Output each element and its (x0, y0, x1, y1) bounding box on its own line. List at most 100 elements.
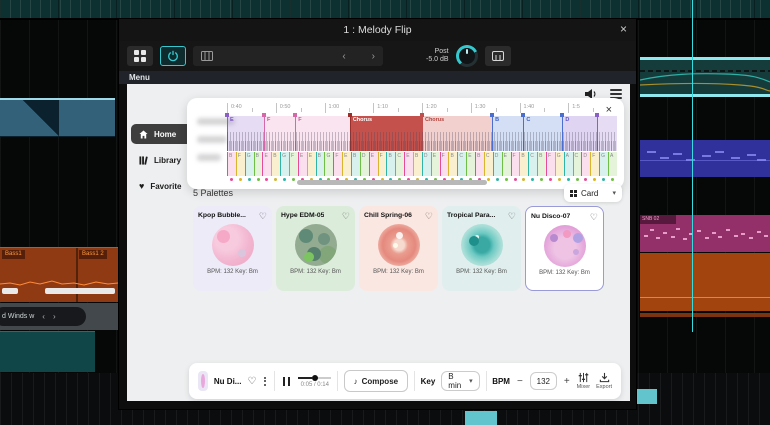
chord-cell[interactable]: B (351, 152, 360, 181)
mixer-button[interactable]: Mixer (577, 372, 590, 390)
favorite-heart-icon[interactable]: ♡ (341, 211, 350, 221)
chord-cell[interactable]: F (333, 152, 343, 181)
chord-cell[interactable]: B (227, 152, 236, 181)
chord-cell[interactable]: E (430, 152, 440, 181)
gain-knob[interactable] (455, 45, 478, 67)
chord-cell[interactable]: B (315, 152, 325, 181)
chord-cell[interactable]: D (581, 152, 591, 181)
bypass-power-button[interactable] (160, 46, 186, 66)
timeline-section[interactable]: F (293, 113, 350, 151)
chord-cell[interactable]: B (537, 152, 546, 181)
timeline-scrollbar-thumb[interactable] (297, 180, 487, 185)
automation-track[interactable] (639, 57, 770, 97)
timeline-section[interactable]: Chorus (419, 113, 493, 151)
chord-cell[interactable]: E (466, 152, 476, 181)
chord-cell[interactable]: F (439, 152, 449, 181)
chord-cell[interactable]: C (457, 152, 467, 181)
key-dropdown[interactable]: B min ▾ (441, 371, 480, 391)
chord-cell[interactable]: E (306, 152, 316, 181)
pause-button[interactable] (281, 376, 293, 386)
favorite-heart-icon[interactable]: ♡ (589, 212, 598, 222)
chord-cell[interactable]: D (492, 152, 502, 181)
chord-cell[interactable]: B (519, 152, 529, 181)
daw-timeline-ruler[interactable] (0, 0, 770, 20)
preset-selector[interactable]: ‹ › (193, 46, 383, 66)
chord-cell[interactable]: G (244, 152, 254, 181)
midi-clip-magenta[interactable]: SNB 02 (640, 215, 770, 252)
favorite-heart-icon[interactable]: ♡ (507, 211, 516, 221)
chord-cell[interactable]: C (528, 152, 538, 181)
preset-prev-button[interactable]: ‹ (42, 312, 45, 321)
timeline-section[interactable]: F (262, 113, 296, 151)
close-window-button[interactable]: × (619, 22, 627, 36)
chord-cell[interactable]: F (510, 152, 520, 181)
chord-cell[interactable]: G (599, 152, 608, 181)
chord-cell[interactable]: F (590, 152, 600, 181)
preset-next-button[interactable]: › (371, 50, 375, 62)
chord-cell[interactable]: E (297, 152, 307, 181)
view-mode-selector[interactable]: Card ▾ (564, 184, 622, 202)
chord-cell[interactable]: G (280, 152, 290, 181)
more-options-icon[interactable] (262, 376, 268, 386)
favorite-heart-icon[interactable]: ♡ (247, 375, 257, 387)
layout-grid-button[interactable] (127, 46, 153, 66)
chord-cell[interactable]: E (368, 152, 378, 181)
preset-prev-button[interactable]: ‹ (342, 50, 346, 62)
chord-cell[interactable]: F (377, 152, 387, 181)
chord-cell[interactable]: E (342, 152, 352, 181)
menu-bar[interactable]: Menu (119, 71, 636, 84)
palette-card[interactable]: Hype EDM-05 ♡ BPM: 132 Key: Bm (276, 206, 355, 291)
chord-cell[interactable]: B (386, 152, 396, 181)
chord-cell[interactable]: C (395, 152, 405, 181)
favorite-heart-icon[interactable]: ♡ (424, 211, 433, 221)
midi-note[interactable] (633, 389, 657, 404)
chord-cell[interactable]: F (545, 152, 555, 181)
chord-cell[interactable]: A (607, 152, 617, 181)
chord-cell[interactable]: D (359, 152, 369, 181)
palette-card[interactable]: Kpop Bubble... ♡ BPM: 132 Key: Bm (193, 206, 272, 291)
chord-cell[interactable]: B (253, 152, 263, 181)
timeline-section[interactable] (595, 113, 617, 151)
bpm-increase-button[interactable]: + (563, 375, 570, 387)
chord-cell[interactable]: B (475, 152, 484, 181)
chord-cell[interactable]: E (404, 152, 414, 181)
slider-handle[interactable] (311, 374, 318, 381)
timeline-section[interactable]: B (490, 113, 524, 151)
sidebar-item-library[interactable]: Library (131, 150, 227, 170)
bass-clips[interactable]: Bass1 Bass1 2 (0, 247, 118, 302)
chord-cell[interactable]: F (235, 152, 245, 181)
midi-note[interactable] (465, 411, 497, 425)
preset-next-button[interactable]: › (52, 312, 56, 321)
chord-cell[interactable]: D (421, 152, 431, 181)
chord-cell[interactable]: G (324, 152, 334, 181)
keyboard-panel-button[interactable] (484, 46, 511, 66)
audio-clip-teal[interactable] (0, 331, 95, 372)
playback-slider[interactable]: 0:05 / 0:14 (298, 374, 331, 388)
palette-card[interactable]: Tropical Para... ♡ BPM: 132 Key: Bm (442, 206, 521, 291)
chord-cell[interactable]: B (271, 152, 281, 181)
timeline-section[interactable]: D (560, 113, 598, 151)
instrument-preset-pill[interactable]: d Winds w ‹ › (0, 307, 86, 326)
chord-cell[interactable]: G (554, 152, 564, 181)
timeline-section[interactable]: C (521, 113, 563, 151)
bpm-decrease-button[interactable]: − (516, 375, 523, 387)
bpm-value-field[interactable]: 132 (529, 372, 557, 390)
plugin-titlebar[interactable]: 1 : Melody Flip × (119, 19, 636, 41)
chord-cell[interactable]: E (262, 152, 272, 181)
compose-button[interactable]: ♪ Compose (343, 370, 409, 392)
midi-clip-indigo[interactable] (640, 140, 770, 177)
close-panel-button[interactable]: × (605, 104, 612, 116)
palette-card-selected[interactable]: Nu Disco-07 ♡ BPM: 132 Key: Bm (525, 206, 604, 291)
chord-cell[interactable]: B (413, 152, 422, 181)
chord-cell[interactable]: A (563, 152, 573, 181)
chord-cell[interactable]: E (501, 152, 511, 181)
audio-clip-blue[interactable] (0, 98, 115, 137)
favorite-heart-icon[interactable]: ♡ (258, 211, 267, 221)
chord-cell[interactable]: C (572, 152, 582, 181)
speaker-icon[interactable] (584, 88, 598, 100)
chord-cell[interactable]: F (289, 152, 298, 181)
timeline-section[interactable]: Chorus (347, 113, 422, 151)
export-button[interactable]: Export (596, 372, 612, 390)
audio-clip-orange[interactable] (640, 253, 770, 317)
chord-cell[interactable]: B (448, 152, 458, 181)
